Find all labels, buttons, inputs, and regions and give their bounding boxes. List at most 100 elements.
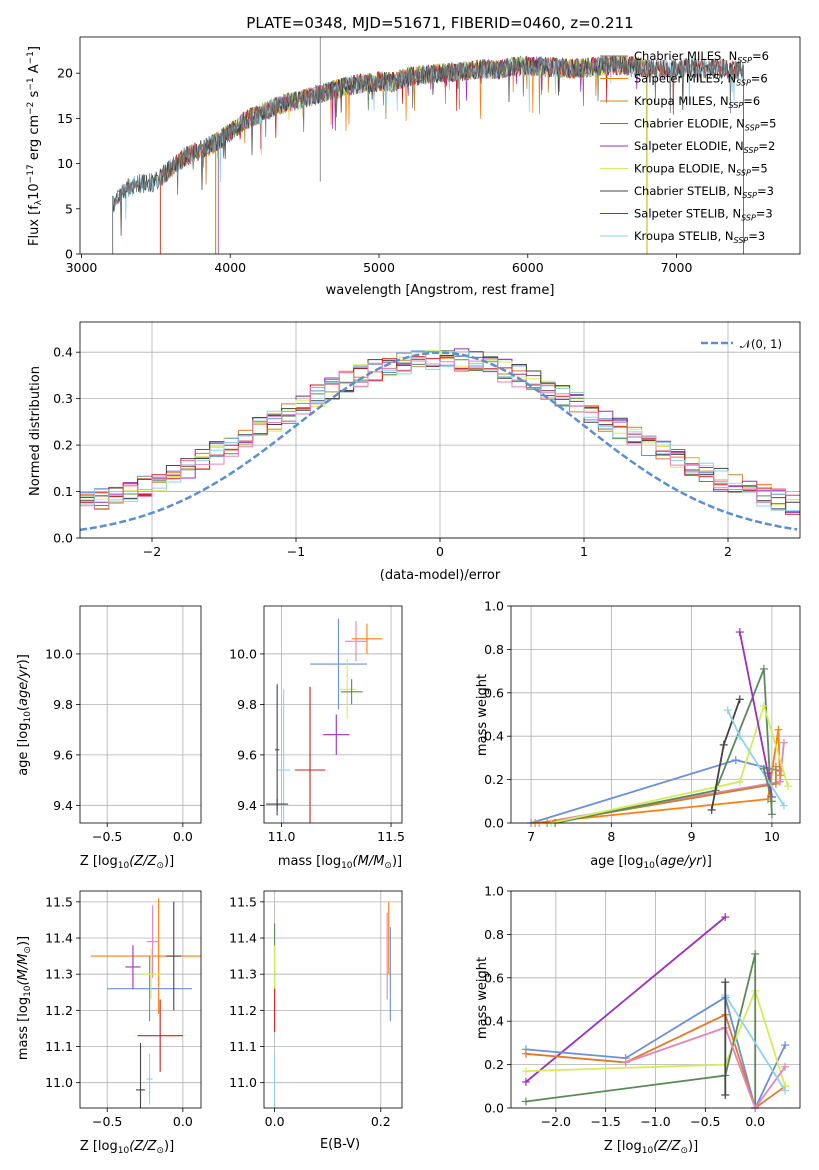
x-tick-label: 5000 — [363, 260, 395, 275]
p3-ylabel: age [log10(age/yr)] — [16, 654, 33, 776]
axes-frame — [79, 321, 801, 539]
histogram-step — [80, 351, 800, 510]
y-tick-label: 0.1 — [53, 484, 73, 499]
weight-series-line — [525, 916, 726, 1083]
mass-vs-ebv-panel: 0.0 0.2 11.0 11.1 11.2 11.3 11.4 11.5 — [229, 890, 403, 1129]
errorbar-point — [141, 659, 162, 720]
y-tick-label: 11.0 — [229, 1075, 257, 1090]
y-tick-label: 10.0 — [229, 646, 257, 661]
y-tick-label: 0.3 — [53, 391, 73, 406]
axes-frame — [79, 890, 202, 1109]
y-tick-label: 9.8 — [237, 697, 257, 712]
legend-label: Kroupa STELIB, NSSP=3 — [634, 229, 765, 245]
errorbar-point — [135, 1042, 146, 1108]
x-tick-label: 0.0 — [745, 1114, 765, 1129]
y-tick-label: 11.1 — [229, 1039, 257, 1054]
y-tick-label: 0 — [65, 247, 73, 262]
errorbar-point — [310, 618, 367, 710]
errorbar-point — [125, 945, 141, 989]
y-tick-label: 15 — [57, 111, 73, 126]
x-tick-label: 11.5 — [377, 829, 405, 844]
x-tick-label: 4000 — [214, 260, 246, 275]
spectrum-panel: PLATE=0348, MJD=51671, FIBERID=0460, z=0… — [26, 14, 801, 298]
age-vs-mass-panel: 11.0 11.5 9.4 9.6 9.8 10.0 — [229, 605, 405, 844]
y-tick-label: 10.0 — [45, 646, 73, 661]
legend-label: Salpeter STELIB, NSSP=3 — [634, 207, 773, 223]
axes-frame — [510, 605, 801, 824]
errorbar-point — [166, 901, 182, 1011]
x-tick-label: −0.5 — [92, 829, 122, 844]
y-tick-label: 0.6 — [484, 685, 504, 700]
histogram-step — [80, 356, 800, 515]
x-tick-label: −2 — [143, 544, 161, 559]
axes-frame — [263, 890, 403, 1109]
legend-label: Kroupa ELODIE, NSSP=5 — [634, 162, 768, 178]
y-tick-label: 11.5 — [45, 894, 73, 909]
mass-vs-metallicity-panel: −0.5 0.0 11.0 11.1 11.2 11.3 11.4 11.5 — [45, 890, 202, 1129]
p8-ylabel: mass weight — [475, 957, 490, 1039]
p5-ylabel: mass weight — [475, 674, 490, 756]
y-tick-label: 9.6 — [237, 747, 257, 762]
errorbar-point — [125, 715, 140, 755]
y-tick-label: 9.4 — [237, 798, 257, 813]
errorbar-point — [151, 684, 154, 694]
y-tick-label: 11.3 — [45, 967, 73, 982]
x-tick-label: 8 — [607, 829, 615, 844]
errorbar-point — [107, 956, 192, 1022]
mass-weight-vs-age-panel: 7 8 9 10 0.0 0.2 0.4 0.6 0.8 1.0 — [484, 599, 801, 844]
x-tick-label: 7000 — [661, 260, 693, 275]
p7-xlabel: E(B-V) — [320, 1137, 360, 1152]
y-tick-label: 0.0 — [484, 1101, 504, 1116]
x-tick-label: −0.5 — [92, 1114, 122, 1129]
y-tick-label: 11.0 — [45, 1075, 73, 1090]
y-tick-label: 0.8 — [484, 927, 504, 942]
y-tick-label: 0.4 — [53, 345, 73, 360]
y-tick-label: 5 — [65, 201, 73, 216]
x-tick-label: 10 — [764, 829, 780, 844]
spectrum-series-line — [216, 55, 648, 254]
legend-label: Kroupa MILES, NSSP=6 — [634, 94, 760, 110]
x-tick-label: 0.0 — [173, 829, 193, 844]
x-tick-label: 7 — [527, 829, 535, 844]
errorbar-point — [137, 999, 183, 1072]
x-tick-label: 11.0 — [268, 829, 296, 844]
spectrum-legend: Chabrier MILES, NSSP=6 Salpeter MILES, NS… — [600, 49, 776, 245]
legend-label: Chabrier MILES, NSSP=6 — [634, 49, 769, 65]
y-tick-label: 11.4 — [45, 931, 73, 946]
x-tick-label: 6000 — [512, 260, 544, 275]
y-tick-label: 11.5 — [229, 894, 257, 909]
histogram-ylabel: Normed distribution — [28, 366, 43, 496]
x-tick-label: 0.2 — [371, 1114, 391, 1129]
errorbar-point — [274, 684, 280, 816]
weight-series-line — [555, 668, 773, 823]
normal-legend-label: 𝒩(0, 1) — [740, 337, 782, 351]
errorbar-point — [338, 658, 356, 720]
x-tick-label: −1.5 — [590, 1114, 620, 1129]
errorbar-point — [140, 948, 162, 1000]
residual-histogram-panel: −2 −1 0 1 2 0.0 0.1 0.2 0.3 0.4 𝒩(0, 1) (data-mode… — [28, 321, 801, 583]
mass-weight-vs-metallicity-panel: −2.0 −1.5 −1.0 −0.5 0.0 0.0 0.2 0.4 0.6 0.8 1.0 — [484, 884, 801, 1129]
axes-frame — [263, 605, 403, 824]
histogram-step — [80, 349, 800, 506]
y-tick-label: 10 — [57, 156, 73, 171]
spectrum-ylabel: Flux [fλ10−17 erg cm−2 s−1 A−1] — [26, 46, 44, 246]
x-tick-label: 9 — [688, 829, 696, 844]
p8-xlabel: Z [log10(Z/Z⊙)] — [604, 1139, 698, 1156]
axes-frame — [510, 890, 801, 1109]
y-tick-label: 0.4 — [484, 1014, 504, 1029]
weight-series-line — [525, 953, 757, 1108]
errorbar-point — [294, 686, 326, 823]
p5-xlabel: age [log10(age/yr)] — [590, 854, 712, 871]
y-tick-label: 0.6 — [484, 970, 504, 985]
y-tick-label: 1.0 — [484, 599, 504, 614]
errorbar-point — [134, 684, 140, 815]
weight-series-line — [530, 759, 781, 823]
errorbar-point — [323, 714, 350, 755]
legend-label: Chabrier ELODIE, NSSP=5 — [634, 117, 776, 133]
errorbar-point — [345, 621, 367, 662]
spectrum-series-line — [112, 54, 744, 254]
x-tick-label: 1 — [580, 544, 588, 559]
errorbar-point — [136, 799, 145, 809]
y-tick-label: 0.0 — [484, 816, 504, 831]
